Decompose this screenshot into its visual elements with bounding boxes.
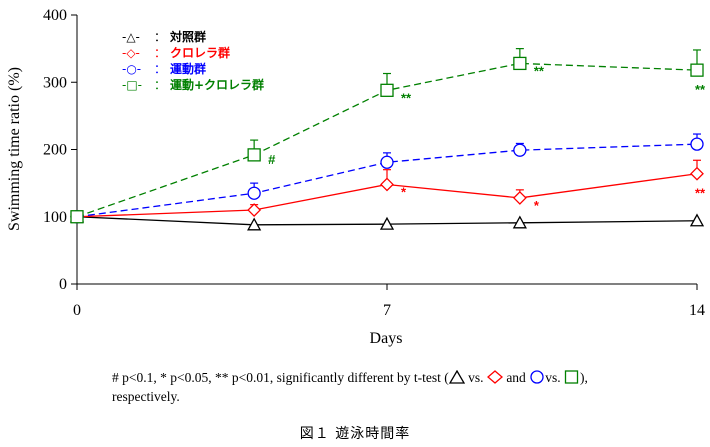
square-marker [513, 56, 527, 71]
y-tick-label: 100 [43, 209, 67, 226]
significance-mark: ** [534, 63, 545, 78]
legend-symbol: -○- [122, 62, 141, 76]
legend-separator: ： [154, 46, 166, 60]
y-tick-label: 0 [59, 276, 67, 293]
legend-label: 運動+クロレラ群 [170, 77, 264, 92]
footnote-text-5: ), [579, 370, 588, 385]
triangle-marker [689, 213, 705, 227]
significance-mark: # [268, 152, 276, 167]
significance-mark: * [534, 198, 540, 213]
footnote-text-1: # p<0.1, * p<0.05, ** p<0.01, significan… [112, 370, 449, 385]
footnote-text-3: and [502, 370, 530, 385]
circle-marker [247, 186, 261, 200]
significance-mark: ** [695, 186, 706, 201]
legend-label: 運動群 [170, 61, 206, 76]
legend-separator: ： [154, 30, 166, 44]
diamond-marker [690, 166, 704, 181]
y-tick-label: 300 [43, 74, 67, 91]
footnote-text-4: vs. [545, 370, 564, 385]
legend-symbol: -△- [122, 30, 140, 44]
circle-marker [690, 137, 704, 151]
series-diamond: **** [70, 159, 706, 224]
chart-axes: 0 100 200 300 400 0 7 14 [43, 7, 705, 319]
footnote-text-2: vs. [464, 370, 487, 385]
legend-label: 対照群 [169, 29, 206, 44]
x-tick-label: 7 [383, 302, 391, 319]
significance-mark: ** [401, 90, 412, 105]
series-line [76, 143, 698, 218]
triangle-marker [247, 217, 262, 231]
significance-mark: ** [695, 82, 706, 97]
chart-series: ****#****** [69, 48, 706, 231]
triangle-icon [448, 369, 465, 384]
x-tick-label: 0 [73, 302, 81, 319]
diamond-marker [512, 191, 527, 205]
y-tick-label: 400 [43, 7, 67, 24]
x-axis-label: Days [370, 330, 403, 347]
legend-item-circle: -○- ： 運動群 [122, 61, 206, 76]
legend-label: クロレラ群 [170, 45, 230, 60]
triangle-marker [379, 216, 395, 230]
square-icon [564, 370, 579, 384]
square-marker [247, 148, 261, 162]
circle-marker [380, 155, 394, 169]
diamond-icon [486, 370, 503, 384]
legend-item-triangle: -△- ：対照群 [122, 29, 206, 44]
diamond-marker [247, 203, 262, 217]
y-tick-label: 200 [43, 142, 67, 159]
legend-item-diamond: -◇- ： クロレラ群 [122, 45, 230, 60]
legend-separator: ： [154, 62, 166, 76]
circle-marker [513, 143, 527, 157]
x-tick-label: 14 [689, 302, 705, 319]
circle-icon [530, 370, 544, 384]
square-marker [70, 210, 84, 224]
triangle-marker [512, 215, 527, 229]
footnote: # p<0.1, * p<0.05, ** p<0.01, significan… [112, 368, 702, 406]
significance-mark: * [401, 184, 407, 199]
footnote-text-line2: respectively. [112, 389, 180, 404]
legend-symbol: -□- [122, 78, 142, 92]
figure-caption: 図１ 遊泳時間率 [299, 426, 411, 442]
series-square: #****** [70, 48, 706, 224]
series-circle [70, 133, 704, 224]
diamond-marker [380, 177, 394, 192]
chart-legend: -△-：対照群-◇-：クロレラ群-○-：運動群-□-：運動+クロレラ群 [122, 29, 264, 92]
legend-symbol: -◇- [122, 46, 140, 60]
square-marker [690, 63, 704, 77]
square-marker [380, 83, 394, 97]
y-axis-label: Swimming time ratio (%) [6, 67, 23, 231]
legend-item-square: -□- ： 運動+クロレラ群 [122, 77, 264, 92]
legend-separator: ： [154, 78, 166, 92]
